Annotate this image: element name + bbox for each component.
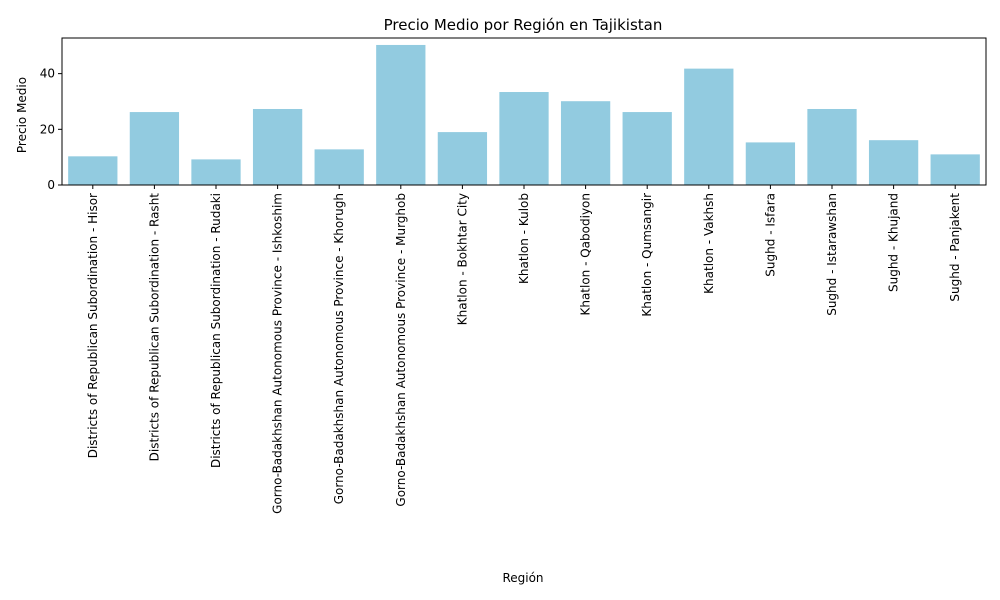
x-tick-label: Districts of Republican Subordination - … <box>86 193 100 458</box>
bar <box>499 92 549 185</box>
y-tick-label: 40 <box>40 67 55 81</box>
x-axis-label: Región <box>502 571 543 585</box>
x-ticks-group: Districts of Republican Subordination - … <box>86 185 962 514</box>
bar <box>560 101 611 185</box>
bar <box>68 156 118 185</box>
x-tick-label: Districts of Republican Subordination - … <box>147 193 161 462</box>
x-tick-label: Khatlon - Vakhsh <box>702 193 716 294</box>
x-tick-label: Gorno-Badakhshan Autonomous Province - I… <box>271 193 285 514</box>
x-tick-label: Sughd - Panjakent <box>948 193 962 302</box>
bars-group <box>68 44 980 185</box>
x-tick-label: Khatlon - Bokhtar City <box>455 193 469 325</box>
chart-title: Precio Medio por Región en Tajikistan <box>384 16 663 34</box>
y-tick-label: 20 <box>40 122 55 136</box>
x-tick-label: Khatlon - Qumsangir <box>640 193 654 317</box>
x-tick-label: Khatlon - Qabodiyon <box>579 193 593 316</box>
y-tick-label: 0 <box>47 178 55 192</box>
bar <box>807 108 857 185</box>
bar <box>684 68 734 185</box>
x-tick-label: Sughd - Isfara <box>763 193 777 277</box>
y-axis-label: Precio Medio <box>15 77 29 153</box>
bar <box>314 149 364 185</box>
bar <box>437 132 488 185</box>
x-tick-label: Gorno-Badakhshan Autonomous Province - M… <box>394 193 408 507</box>
x-tick-label: Gorno-Badakhshan Autonomous Province - K… <box>332 193 346 504</box>
x-tick-label: Districts of Republican Subordination - … <box>209 193 223 468</box>
x-tick-label: Khatlon - Kulob <box>517 193 531 284</box>
x-tick-label: Sughd - Istarawshan <box>825 193 839 316</box>
bar <box>622 112 672 185</box>
bar <box>745 142 796 185</box>
bar <box>129 112 180 185</box>
y-ticks-group: 0 20 40 <box>40 67 62 192</box>
bar <box>376 44 426 185</box>
bar <box>191 159 241 185</box>
bar <box>868 140 919 185</box>
bar <box>252 108 303 185</box>
x-tick-label: Sughd - Khujand <box>887 193 901 292</box>
plot-frame <box>61 37 987 186</box>
bar <box>930 154 980 185</box>
